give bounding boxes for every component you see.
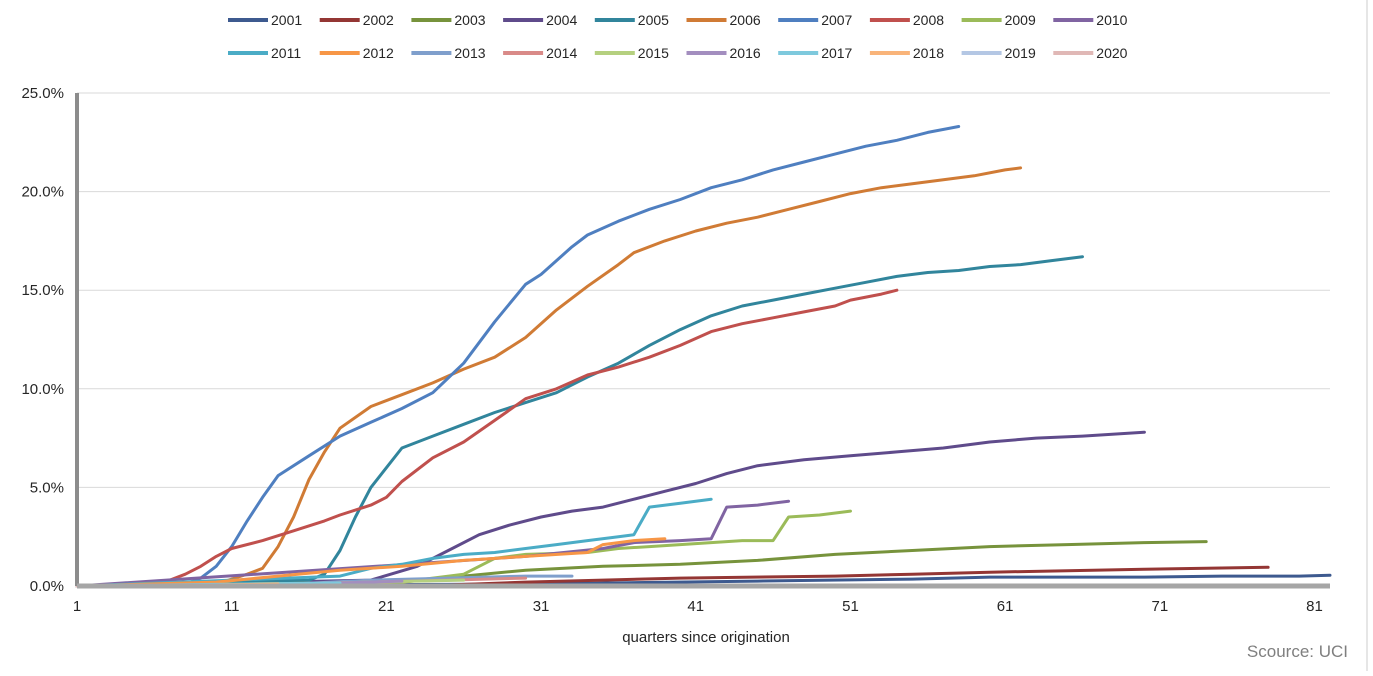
series-lines [75, 125, 1332, 588]
legend-item-2013: 2013 [411, 45, 486, 61]
series-line-2008 [75, 288, 899, 588]
legend-item-2006: 2006 [686, 12, 761, 28]
legend-label: 2012 [363, 45, 394, 61]
y-tick-label: 20.0% [21, 184, 64, 201]
axes [75, 93, 1330, 589]
legend-label: 2018 [913, 45, 944, 61]
x-tick-label: 31 [533, 598, 550, 615]
legend-item-2018: 2018 [869, 45, 944, 61]
legend-label: 2016 [730, 45, 761, 61]
series-line-2009 [75, 509, 852, 588]
legend-label: 2015 [638, 45, 669, 61]
gridlines [77, 92, 1330, 488]
x-tick-label: 71 [1151, 598, 1168, 615]
x-tick-label: 51 [842, 598, 859, 615]
legend-item-2002: 2002 [319, 12, 394, 28]
series-line-2004 [75, 430, 1146, 588]
legend-item-2020: 2020 [1053, 45, 1128, 61]
x-tick-label: 61 [997, 598, 1014, 615]
legend-label: 2017 [821, 45, 852, 61]
legend-label: 2008 [913, 12, 944, 28]
series-line-2007 [75, 125, 961, 588]
source-note: Scource: UCI [1247, 642, 1348, 661]
legend-label: 2020 [1096, 45, 1127, 61]
legend-item-2012: 2012 [319, 45, 394, 61]
legend-label: 2006 [730, 12, 761, 28]
legend-label: 2013 [454, 45, 485, 61]
y-tick-label: 15.0% [21, 282, 64, 299]
legend-item-2003: 2003 [411, 12, 486, 28]
legend-item-2004: 2004 [503, 12, 577, 28]
x-axis-label: quarters since origination [622, 629, 790, 646]
y-axis-tick-labels: 0.0% 5.0% 10.0% 15.0% 20.0% 25.0% [21, 85, 64, 595]
series-line-2003 [75, 540, 1208, 588]
legend-item-2016: 2016 [686, 45, 761, 61]
series-line-2005 [75, 255, 1084, 588]
y-tick-label: 10.0% [21, 381, 64, 398]
x-tick-label: 1 [73, 598, 81, 615]
legend-label: 2003 [454, 12, 485, 28]
legend-item-2014: 2014 [503, 45, 577, 61]
legend-item-2001: 2001 [228, 12, 302, 28]
legend-label: 2001 [271, 12, 302, 28]
legend-label: 2005 [638, 12, 669, 28]
x-tick-label: 41 [687, 598, 704, 615]
legend-item-2008: 2008 [869, 12, 944, 28]
legend-item-2011: 2011 [228, 45, 301, 61]
legend-label: 2002 [363, 12, 394, 28]
y-tick-label: 5.0% [30, 479, 64, 496]
legend-item-2007: 2007 [778, 12, 853, 28]
x-tick-label: 81 [1306, 598, 1323, 615]
legend-label: 2019 [1005, 45, 1036, 61]
legend: 2001 2002 2003 2004 2005 2006 2007 2008 2009 2010… [228, 12, 1128, 61]
y-tick-label: 25.0% [21, 85, 64, 102]
series-line-2001 [75, 573, 1332, 588]
x-tick-label: 21 [378, 598, 395, 615]
legend-label: 2010 [1096, 12, 1127, 28]
legend-item-2019: 2019 [961, 45, 1036, 61]
y-tick-label: 0.0% [30, 578, 64, 595]
legend-label: 2007 [821, 12, 852, 28]
series-line-2012 [75, 537, 667, 588]
frame-border [1366, 0, 1368, 671]
legend-label: 2004 [546, 12, 577, 28]
legend-label: 2014 [546, 45, 577, 61]
legend-item-2010: 2010 [1053, 12, 1128, 28]
series-line-2006 [75, 166, 1023, 588]
legend-label: 2009 [1005, 12, 1036, 28]
legend-item-2005: 2005 [594, 12, 669, 28]
legend-item-2017: 2017 [778, 45, 853, 61]
x-tick-label: 11 [224, 598, 240, 615]
legend-item-2009: 2009 [961, 12, 1036, 28]
legend-label: 2011 [271, 45, 301, 61]
legend-item-2015: 2015 [594, 45, 669, 61]
x-axis-tick-labels: 1 11 21 31 41 51 61 71 81 [73, 598, 1323, 615]
